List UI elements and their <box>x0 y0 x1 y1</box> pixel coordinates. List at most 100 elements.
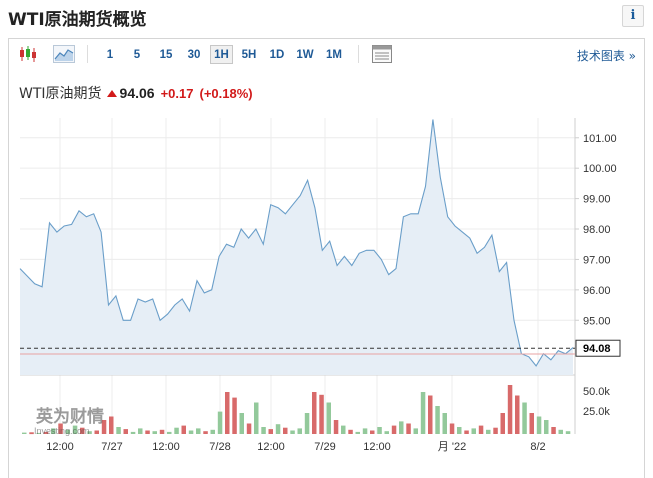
volume-bar <box>406 423 411 434</box>
volume-bar <box>167 431 172 434</box>
volume-bar <box>29 432 34 435</box>
volume-bar <box>312 392 317 434</box>
volume-bar <box>362 428 368 434</box>
table-view-icon[interactable] <box>371 44 393 64</box>
volume-bar <box>377 427 382 434</box>
current-price-box <box>575 339 621 357</box>
volume-bar <box>181 425 186 434</box>
volume-bar <box>43 431 49 434</box>
volume-bar <box>22 432 27 434</box>
volume-bar <box>304 413 310 434</box>
volume-tick-label: 25.0k <box>583 406 610 418</box>
volume-bar <box>464 430 469 434</box>
volume-bar <box>174 427 179 434</box>
range-button-5h[interactable]: 5H <box>241 49 257 61</box>
volume-bar <box>500 413 505 434</box>
volume-bar <box>565 431 571 434</box>
volume-bar <box>203 431 208 434</box>
volume-bar <box>225 392 230 434</box>
volume-bar <box>188 430 194 434</box>
chart-overlay <box>20 347 575 355</box>
page-title: WTI原油期货概览 <box>8 10 147 30</box>
volume-bar <box>471 428 476 434</box>
x-tick-label: 12:00 <box>46 441 74 453</box>
volume-bar <box>58 423 63 434</box>
investing-watermark: 英为财情 Investing.com <box>34 406 104 436</box>
volume-bar <box>109 416 114 434</box>
price-change-percent: (+0.18%) <box>199 86 253 101</box>
volume-bar <box>507 385 513 434</box>
volume-bar <box>101 420 107 434</box>
volume-bar <box>87 431 92 434</box>
volume-tick-label: 50.0k <box>583 386 610 398</box>
volume-bar <box>413 428 418 434</box>
volume-bar <box>428 395 433 434</box>
y-tick-label: 100.00 <box>583 163 617 175</box>
volume-bar <box>254 402 259 434</box>
range-button-15[interactable]: 15 <box>159 49 173 61</box>
candlestick-icon[interactable] <box>17 44 39 64</box>
volume-bar <box>145 430 150 434</box>
volume-bar <box>486 429 491 434</box>
range-button-1[interactable]: 1 <box>106 49 114 61</box>
range-button-30[interactable]: 30 <box>187 49 201 61</box>
volume-bar <box>290 430 295 434</box>
volume-bar <box>51 428 56 434</box>
x-tick-label: 12:00 <box>363 441 391 453</box>
last-price: 94.06 <box>119 85 155 101</box>
chart-toolbar: 1 5 15 30 1H 5H 1D 1W 1M 技术图表 » <box>9 39 644 69</box>
up-arrow-icon <box>106 90 117 97</box>
x-tick-label: 月 '22 <box>438 441 466 453</box>
volume-bar <box>268 429 273 434</box>
price-area <box>19 119 574 375</box>
y-tick-label: 98.00 <box>583 224 611 236</box>
volume-bar <box>399 421 404 434</box>
range-button-1h[interactable]: 1H <box>210 45 233 64</box>
x-tick-label: 7/28 <box>209 441 230 453</box>
volume-bar <box>493 427 498 434</box>
volume-bar <box>558 429 563 434</box>
x-tick-label: 12:00 <box>152 441 180 453</box>
volume-bar <box>478 425 484 434</box>
volume-bar <box>341 425 346 434</box>
area-chart-icon[interactable] <box>53 44 75 64</box>
x-tick-label: 7/27 <box>101 441 122 453</box>
range-button-5[interactable]: 5 <box>133 49 141 61</box>
range-button-1d[interactable]: 1D <box>269 49 285 61</box>
volume-bar <box>348 429 353 434</box>
advanced-chart-link[interactable]: 技术图表 » <box>576 49 636 63</box>
range-button-1m[interactable]: 1M <box>326 49 342 61</box>
info-button[interactable]: i <box>622 5 644 27</box>
y-tick-label: 97.00 <box>583 254 611 266</box>
x-tick-label: 8/2 <box>530 441 545 453</box>
volume-bar <box>275 424 281 434</box>
volume-bar <box>515 395 520 434</box>
volume-bar <box>536 416 542 434</box>
volume-bar <box>261 427 266 434</box>
volume-bar <box>529 413 534 434</box>
volume-bar <box>420 392 426 434</box>
range-button-1w[interactable]: 1W <box>296 49 314 61</box>
volume-bar <box>355 431 360 434</box>
instrument-quote: WTI原油期货 94.06 +0.17 (+0.18%) <box>19 83 253 103</box>
volume-bar <box>80 427 85 434</box>
volume-bar <box>544 420 549 434</box>
volume-bar <box>152 431 157 434</box>
price-area-fill <box>20 119 573 375</box>
current-price-label: 94.08 <box>583 343 611 355</box>
y-axis: 101.00 100.00 99.00 98.00 97.00 96.00 95.00 94.… <box>575 133 621 418</box>
volume-bar <box>210 429 215 434</box>
volume-bar <box>442 413 447 434</box>
volume-bar <box>457 427 462 434</box>
volume-bar <box>370 430 375 434</box>
volume-bar <box>435 406 440 434</box>
volume-bar <box>283 427 288 434</box>
x-axis: 12:00 7/27 12:00 7/28 12:00 7/29 12:00 月 '22 8/2 <box>46 441 545 453</box>
volume-bar <box>130 431 136 434</box>
volume-bar <box>94 430 99 434</box>
volume-bar <box>123 429 128 434</box>
volume-bar <box>217 411 223 434</box>
volume-bar <box>65 429 70 434</box>
y-tick-label: 99.00 <box>583 194 611 206</box>
